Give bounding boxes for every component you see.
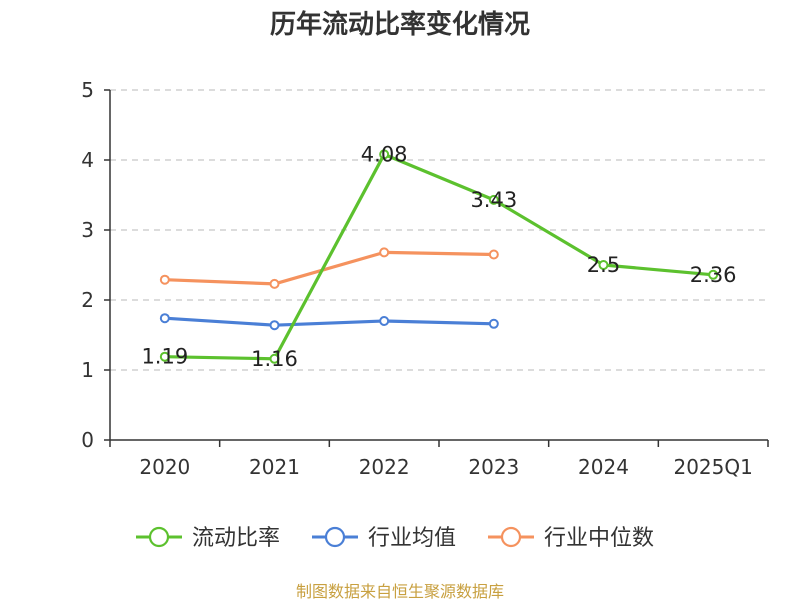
axes: 0 1 2 3 4 5 2020 2021 2022 2023 2024 2025Q1 — [81, 78, 769, 479]
x-tick-label: 2024 — [578, 455, 629, 479]
y-tick-label: 3 — [81, 218, 94, 242]
data-label: 4.08 — [361, 142, 408, 166]
legend-marker-0 — [148, 526, 170, 548]
legend-marker-1 — [324, 526, 346, 548]
legend-label-2: 行业中位数 — [544, 526, 654, 551]
data-label: 1.16 — [251, 347, 298, 371]
y-tick-label: 1 — [81, 358, 94, 382]
y-tick-label: 4 — [81, 148, 94, 172]
series-point-2 — [269, 278, 280, 289]
series-point-2 — [379, 247, 390, 258]
series-point-1 — [269, 320, 280, 331]
legend-label-0: 流动比率 — [192, 526, 280, 551]
legend-label-1: 行业均值 — [368, 526, 456, 551]
x-tick-label: 2022 — [359, 455, 410, 479]
series-line-2 — [164, 250, 494, 286]
x-tick-label: 2023 — [468, 455, 519, 479]
series-point-0 — [598, 260, 609, 270]
series-point-1 — [159, 313, 170, 324]
data-label: 1.19 — [141, 345, 188, 369]
series-point-2 — [159, 274, 170, 285]
series-point-0 — [708, 269, 719, 280]
series-point-1 — [379, 316, 390, 326]
source-footer: 制图数据来自恒生聚源数据库 — [295, 582, 504, 601]
chart-title: 历年流动比率变化情况 — [269, 10, 530, 40]
x-tick-label: 2020 — [139, 455, 190, 479]
data-labels: 1.19 1.16 4.08 3.43 2.5 2.36 — [141, 142, 736, 370]
series-point-0 — [269, 353, 280, 364]
series-lines — [159, 149, 719, 364]
series-point-0 — [488, 194, 499, 205]
x-tick-label: 2025Q1 — [673, 455, 752, 479]
legend: 流动比率 行业均值 行业中位数 — [136, 526, 654, 551]
series-point-2 — [488, 249, 499, 260]
series-point-0 — [379, 149, 390, 160]
grid-lines — [110, 89, 768, 371]
series-line-1 — [164, 316, 494, 327]
y-tick-label: 0 — [81, 428, 94, 452]
y-tick-label: 5 — [81, 78, 94, 102]
series-point-1 — [488, 318, 499, 329]
y-tick-label: 2 — [81, 288, 94, 312]
data-label: 2.5 — [587, 253, 620, 277]
x-tick-label: 2021 — [249, 455, 300, 479]
series-point-0 — [159, 351, 170, 362]
data-label: 3.43 — [470, 188, 517, 212]
legend-marker-2 — [500, 526, 522, 548]
data-label: 2.36 — [690, 263, 737, 287]
series-line-0 — [164, 152, 714, 361]
